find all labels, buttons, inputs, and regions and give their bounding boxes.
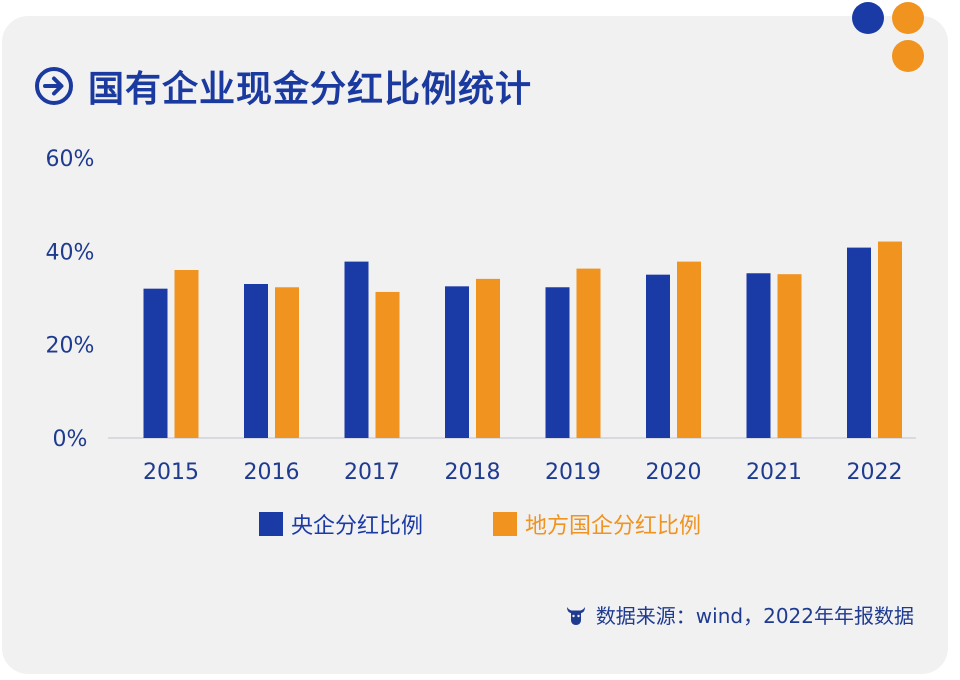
x-tick-label: 2020	[646, 460, 702, 485]
y-tick-label: 40%	[46, 240, 95, 265]
bull-icon	[564, 603, 588, 627]
bar-local	[275, 287, 299, 438]
legend-label-local: 地方国企分红比例	[525, 514, 702, 539]
source-text: 数据来源：wind，2022年年报数据	[595, 604, 914, 628]
bar-central	[445, 286, 469, 438]
x-tick-label: 2016	[244, 460, 300, 485]
decorative-dot-blue	[852, 2, 884, 34]
source-note: 数据来源：wind，2022年年报数据	[564, 600, 914, 629]
x-tick-label: 2021	[746, 460, 802, 485]
bar-central	[244, 284, 268, 438]
arrow-right-circle-icon	[34, 66, 74, 106]
bar-central	[646, 274, 670, 438]
y-tick-label: 60%	[46, 147, 95, 172]
bar-central	[143, 288, 168, 438]
y-tick-label: 20%	[46, 334, 95, 359]
decorative-dot-orange-top	[892, 2, 924, 34]
title-row: 国有企业现金分红比例统计	[34, 62, 532, 110]
bar-local	[375, 291, 400, 438]
bar-local	[878, 241, 902, 438]
bar-central	[746, 273, 771, 438]
x-tick-label: 2019	[545, 460, 601, 485]
bar-central	[545, 287, 570, 438]
x-tick-label: 2017	[344, 460, 400, 485]
legend-item-local: 地方国企分红比例	[493, 508, 701, 540]
bar-local	[677, 261, 701, 438]
decorative-dot-orange-bottom	[892, 40, 924, 72]
legend-item-central: 央企分红比例	[258, 508, 423, 540]
bar-central	[344, 261, 369, 438]
legend-swatch-local	[493, 512, 517, 536]
bar-local	[476, 278, 500, 438]
bar-central	[847, 247, 871, 438]
bar-local	[777, 274, 802, 438]
chart-title: 国有企业现金分红比例统计	[88, 69, 533, 110]
y-tick-label: 0%	[53, 427, 88, 452]
x-tick-label: 2022	[847, 460, 903, 485]
legend-swatch-central	[258, 512, 283, 536]
legend-label-central: 央企分红比例	[290, 514, 423, 539]
x-tick-label: 2018	[445, 460, 501, 485]
x-tick-label: 2015	[143, 460, 199, 485]
bar-local	[576, 268, 601, 438]
bar-local	[174, 270, 199, 438]
legend: 央企分红比例 地方国企分红比例	[0, 508, 960, 540]
